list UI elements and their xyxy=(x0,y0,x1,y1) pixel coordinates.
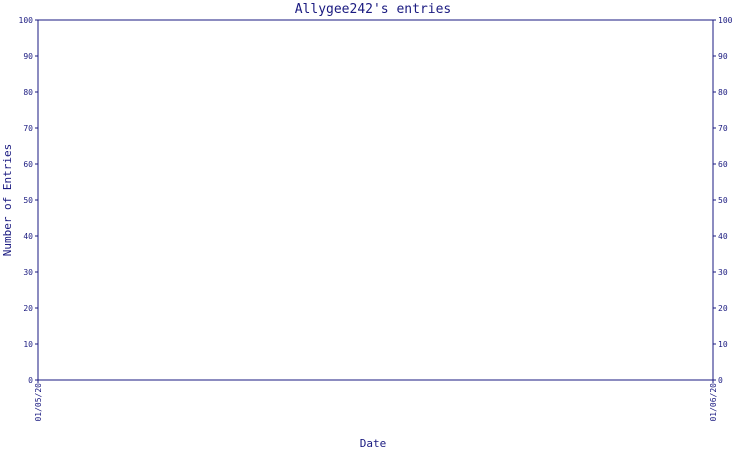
y-tick-label-right: 60 xyxy=(718,160,728,169)
x-axis-title: Date xyxy=(360,437,387,450)
y-tick-label-right: 10 xyxy=(718,340,728,349)
y-tick-label-left: 70 xyxy=(23,124,33,133)
y-tick-label-right: 50 xyxy=(718,196,728,205)
y-tick-label-left: 60 xyxy=(23,160,33,169)
y-axis-right: 0 10 20 30 40 50 60 70 80 90 100 xyxy=(713,16,733,385)
x-axis: 01/05/20 01/06/20 xyxy=(34,380,718,422)
y-tick-label-right: 30 xyxy=(718,268,728,277)
y-tick-label-left: 10 xyxy=(23,340,33,349)
y-tick-label-right: 100 xyxy=(718,16,733,25)
y-tick-label-left: 30 xyxy=(23,268,33,277)
x-tick-label: 01/05/20 xyxy=(34,383,43,422)
y-tick-label-right: 70 xyxy=(718,124,728,133)
y-tick-label-left: 80 xyxy=(23,88,33,97)
y-tick-label-left: 90 xyxy=(23,52,33,61)
plot-frame xyxy=(37,19,714,381)
y-tick-label-right: 40 xyxy=(718,232,728,241)
y-tick-label-left: 40 xyxy=(23,232,33,241)
x-tick-label: 01/06/20 xyxy=(709,383,718,422)
y-tick-label-right: 90 xyxy=(718,52,728,61)
y-tick-label-right: 80 xyxy=(718,88,728,97)
y-tick-label-left: 0 xyxy=(28,376,33,385)
y-tick-label-left: 100 xyxy=(19,16,34,25)
y-tick-label-left: 50 xyxy=(23,196,33,205)
y-tick-label-right: 0 xyxy=(718,376,723,385)
y-axis-title: Number of Entries xyxy=(1,144,14,257)
chart-title: Allygee242's entries xyxy=(295,2,452,17)
y-axis-left: 0 10 20 30 40 50 60 70 80 90 100 xyxy=(19,16,38,385)
y-tick-label-right: 20 xyxy=(718,304,728,313)
y-tick-label-left: 20 xyxy=(23,304,33,313)
